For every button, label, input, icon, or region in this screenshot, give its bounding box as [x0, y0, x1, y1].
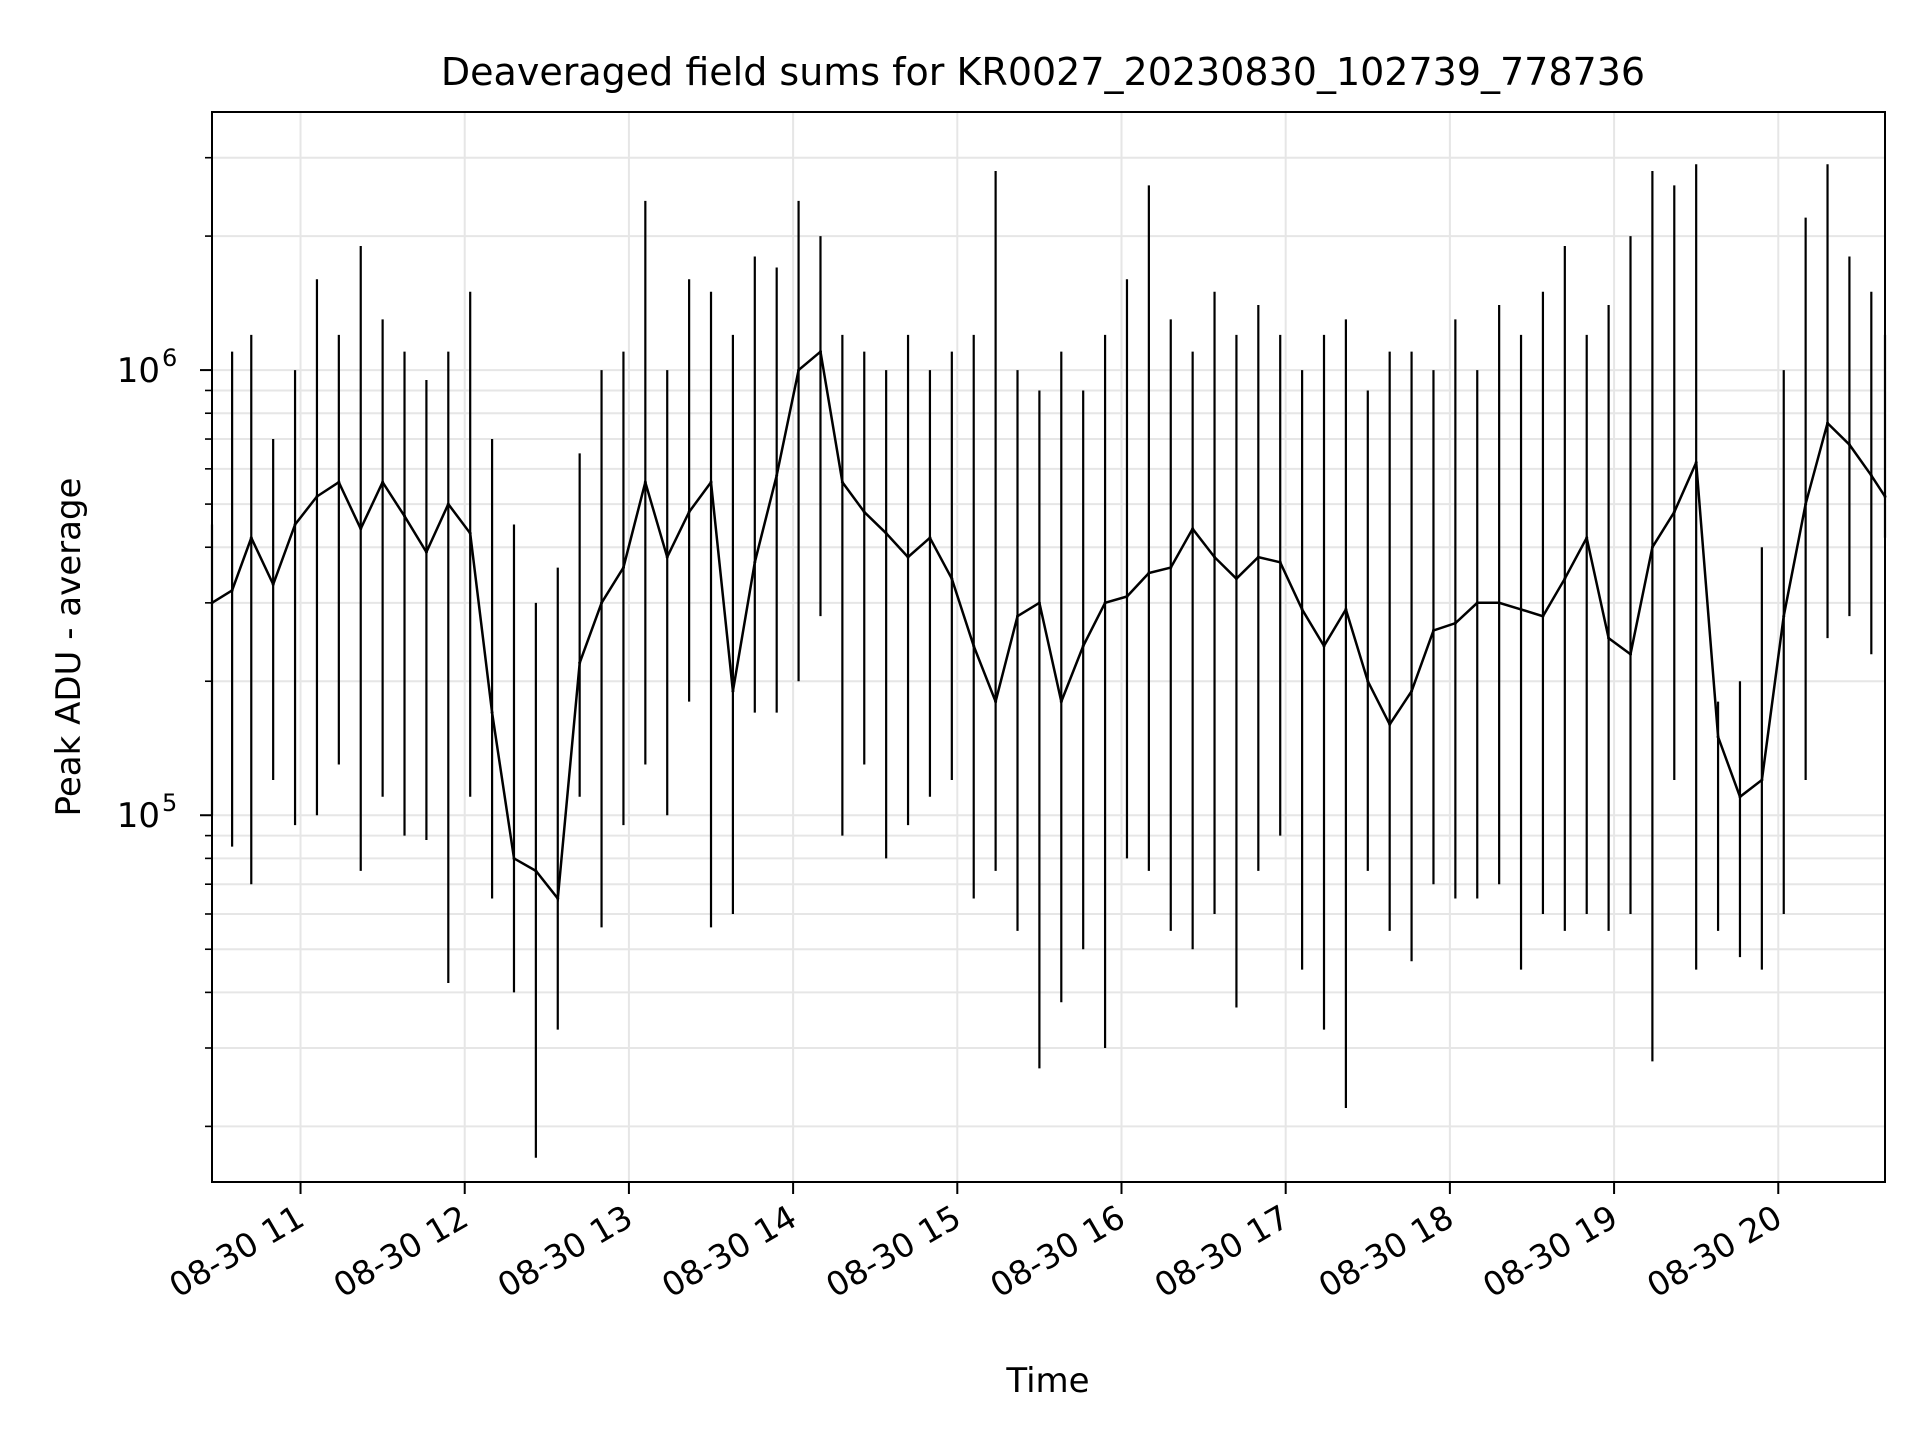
data-point — [731, 689, 735, 693]
data-series-line — [211, 349, 1887, 902]
data-point — [512, 856, 516, 860]
data-point — [1716, 735, 1720, 739]
data-point — [1410, 689, 1414, 693]
data-point — [1322, 644, 1326, 648]
y-tick-label: 10 — [117, 351, 160, 391]
data-point — [906, 555, 910, 559]
data-point — [1826, 421, 1830, 425]
data-point — [1497, 601, 1501, 605]
data-point — [1103, 601, 1107, 605]
data-point — [403, 514, 407, 518]
data-point — [950, 577, 954, 581]
data-point — [1037, 601, 1041, 605]
data-point — [490, 711, 494, 715]
data-point — [1869, 473, 1873, 477]
data-point — [862, 510, 866, 514]
data-point — [1804, 502, 1808, 506]
data-point — [1300, 607, 1304, 611]
data-series — [210, 164, 1887, 1158]
data-point — [468, 531, 472, 535]
data-point — [271, 582, 275, 586]
data-point — [1081, 644, 1085, 648]
data-point — [1694, 461, 1698, 465]
data-point — [797, 368, 801, 372]
data-point — [1628, 652, 1632, 656]
grid-lines — [212, 112, 1885, 1182]
data-point — [1475, 601, 1479, 605]
data-point — [556, 897, 560, 901]
data-point — [1059, 700, 1063, 704]
data-point — [249, 536, 253, 540]
data-point — [928, 536, 932, 540]
data-point — [1213, 555, 1217, 559]
data-point — [972, 644, 976, 648]
data-point — [709, 480, 713, 484]
data-point — [643, 480, 647, 484]
data-point — [1650, 545, 1654, 549]
data-point — [1234, 577, 1238, 581]
data-point — [315, 495, 319, 499]
data-point — [1782, 614, 1786, 618]
data-point — [1760, 778, 1764, 782]
data-point — [1344, 607, 1348, 611]
data-point — [1147, 571, 1151, 575]
data-point — [665, 555, 669, 559]
data-point — [1672, 510, 1676, 514]
data-point — [1278, 560, 1282, 564]
data-point — [359, 527, 363, 531]
data-point — [1847, 443, 1851, 447]
data-point — [1563, 577, 1567, 581]
data-point — [818, 350, 822, 354]
data-point — [578, 661, 582, 665]
data-point — [621, 566, 625, 570]
data-point — [293, 522, 297, 526]
data-point — [424, 550, 428, 554]
data-point — [1169, 566, 1173, 570]
y-tick-label-exponent: 5 — [162, 789, 177, 817]
data-point — [1519, 607, 1523, 611]
data-point — [1256, 555, 1260, 559]
y-tick-label: 10 — [117, 796, 160, 836]
data-point — [1016, 614, 1020, 618]
data-point — [1585, 536, 1589, 540]
chart-title: Deaveraged field sums for KR0027_2023083… — [441, 50, 1645, 94]
x-axis-label: Time — [1005, 1361, 1089, 1401]
data-point — [1191, 527, 1195, 531]
data-point — [753, 560, 757, 564]
data-point — [994, 700, 998, 704]
plot-area-frame — [211, 111, 1886, 1183]
data-point — [1125, 595, 1129, 599]
data-point — [230, 588, 234, 592]
data-point — [337, 480, 341, 484]
data-point — [1607, 636, 1611, 640]
y-tick-label-exponent: 6 — [162, 344, 177, 372]
data-point — [381, 480, 385, 484]
data-point — [687, 510, 691, 514]
data-point — [446, 502, 450, 506]
data-point — [1431, 629, 1435, 633]
data-point — [884, 531, 888, 535]
data-point — [534, 869, 538, 873]
y-axis-label: Peak ADU - average — [49, 478, 89, 817]
data-point — [775, 473, 779, 477]
data-point — [1366, 679, 1370, 683]
data-point — [840, 480, 844, 484]
data-point — [600, 601, 604, 605]
data-point — [1541, 614, 1545, 618]
data-point — [1738, 795, 1742, 799]
data-point — [1388, 722, 1392, 726]
data-point — [1453, 621, 1457, 625]
